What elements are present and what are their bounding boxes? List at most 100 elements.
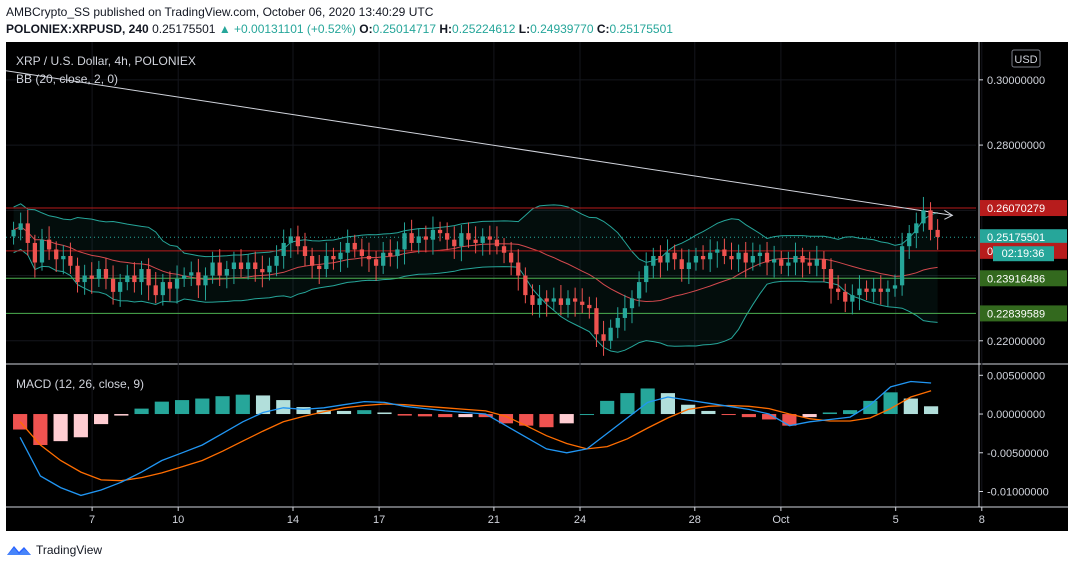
candle-body [523,275,528,296]
candle-body [459,233,464,247]
candle-body [700,255,706,260]
candle-body [153,285,158,296]
candle-body [736,252,741,260]
publisher-line: AMBCrypto_SS published on TradingView.co… [6,5,434,19]
candle-body [786,262,791,266]
candle-body [253,262,258,270]
price-tick-label: 0.30000000 [987,75,1045,87]
macd-histogram-bar [377,412,392,415]
macd-histogram-bar [438,414,453,418]
candle-body [807,262,812,266]
macd-histogram-bar [741,414,756,418]
candle-body [693,255,699,263]
last-price: 0.25175501 [152,22,216,36]
chart-background [6,42,1068,531]
macd-histogram-bar [73,414,88,438]
macd-histogram-bar [903,398,918,415]
candle-body [672,252,677,260]
candle-body [366,255,372,260]
candle-body [174,278,180,289]
candle-body [466,233,471,240]
candle-body [509,252,514,263]
candle-body [11,229,16,237]
open-key: O: [359,22,373,36]
candle-body [217,262,222,276]
candle-body [146,269,151,286]
macd-histogram-bar [478,414,493,418]
candle-body [800,255,805,263]
candle-body [679,259,684,270]
candle-body [203,275,208,286]
last-price-tag [980,229,1067,246]
candle-body [338,252,343,260]
candle-body [757,252,763,256]
low-value: 0.24939770 [530,22,594,36]
chart-area[interactable]: 0.30000000 0.28000000 0.22000000 0.00500000… [6,42,1068,531]
candle-body [238,262,244,270]
candle-body [764,252,770,263]
tradingview-logo-icon [7,546,31,555]
candle-body [395,249,400,256]
candle-body [907,233,912,247]
countdown-tag-label: 02:19:36 [1002,248,1045,260]
time-tick-label: 17 [373,514,385,526]
candle-body [608,327,613,341]
macd-histogram-bar [559,414,574,424]
candle-body [835,288,841,292]
candle-body [814,259,819,266]
high-value: 0.25224612 [452,22,516,36]
macd-histogram-bar [701,410,716,415]
candle-body [821,259,827,270]
candle-body [39,239,45,263]
price-tick-label: 0.22000000 [987,336,1045,348]
macd-histogram-bar [154,401,169,415]
candle-body [516,262,521,276]
candle-body [445,233,450,240]
candle-body [558,298,564,305]
macd-tick-label: -0.01000000 [987,487,1049,499]
candle-body [594,308,599,335]
candle-body [402,233,407,250]
candle-body [501,246,507,253]
candle-body [416,236,421,243]
macd-histogram-bar [33,414,48,446]
macd-histogram-bar [235,394,250,415]
candle-body [750,255,755,263]
candle-body [843,291,848,302]
candle-body [260,269,265,273]
candle-body [359,249,364,256]
macd-histogram-bar [721,414,736,416]
currency-button-frame[interactable] [1011,49,1041,68]
macd-histogram-bar [276,400,291,415]
close-value: 0.25175501 [609,22,673,36]
macd-histogram-bar [923,406,939,415]
currency-button[interactable]: USD [1011,49,1041,68]
candle-body [572,298,578,302]
candle-body [82,275,87,283]
macd-histogram-bar [843,410,858,415]
currency-button-label[interactable]: USD [1014,54,1037,66]
time-tick-label: Oct [772,514,789,526]
candle-body [231,262,237,270]
candle-body [437,229,443,234]
macd-histogram-bar [417,414,433,417]
chart-svg[interactable]: 0.30000000 0.28000000 0.22000000 0.00500000… [6,42,1068,531]
macd-histogram-bar [822,412,837,415]
candle-body [274,255,279,266]
candle-body [636,282,642,299]
macd-histogram-bar [296,407,311,415]
candle-body [210,262,215,276]
macd-histogram-bar [660,393,675,415]
candle-body [61,255,66,260]
candle-body [224,269,229,276]
macd-histogram-bar [883,392,898,415]
candle-body [629,298,635,309]
candle-body [885,288,891,292]
macd-histogram-bar [519,414,534,426]
footer: TradingView [6,540,102,560]
last-price-tag-label: 0.25175501 [987,232,1045,244]
macd-line [19,380,932,497]
candle-body [167,282,173,289]
candle-body [281,242,286,256]
close-key: C: [596,22,610,36]
